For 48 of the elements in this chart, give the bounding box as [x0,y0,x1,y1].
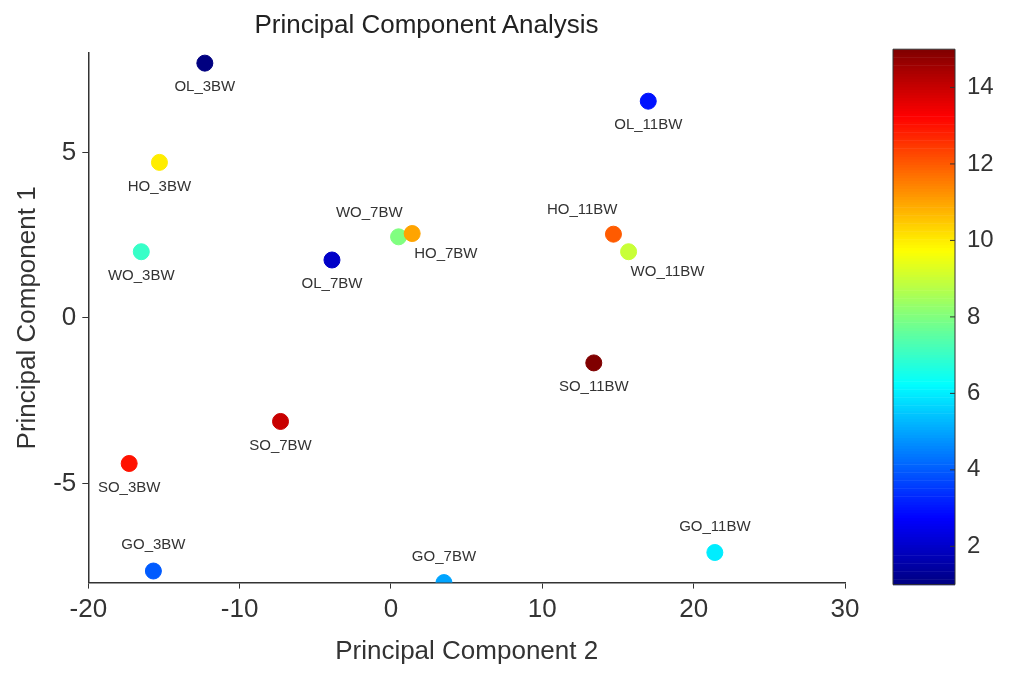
annotation: WO_3BW [107,265,176,283]
color-bar-label: 2 [967,530,981,558]
x-tick-label: 20 [679,593,709,624]
point [150,153,168,171]
chart-title: Principal Component Analysis [254,8,599,39]
x-tick-label: -20 [69,593,108,624]
annotation: OL_7BW [301,274,364,292]
y-tick-label: -5 [53,466,77,497]
x-tick-label: 0 [383,593,399,624]
annotation: SO_3BW [97,477,162,495]
annotation: HO_7BW [414,243,479,261]
color-bar-label: 4 [967,454,981,482]
annotation: OL_3BW [174,77,237,95]
color-bar-label: 14 [967,72,994,100]
color-bar-label: 12 [967,148,994,176]
annotation: SO_7BW [249,435,313,453]
annotation: GO_3BW [121,535,187,553]
point [706,543,724,561]
annotation: WO_11BW [630,261,706,279]
y-tick-label: 5 [61,135,77,166]
point [585,354,603,372]
x-tick-label: 10 [527,593,557,624]
color-bar-label: 8 [967,301,981,329]
y-axis-title: Principal Component 1 [10,186,41,450]
annotation: SO_11BW [558,377,630,395]
y-tick-label: 0 [61,301,77,332]
x-tick-label: -10 [220,593,259,624]
point [620,243,638,261]
point [144,562,162,580]
point [390,228,408,246]
point [272,412,290,430]
point [132,243,150,261]
x-axis-title: Principal Component 2 [335,634,599,665]
point [323,251,341,269]
annotation: WO_7BW [335,202,404,220]
point [604,225,622,243]
annotation: HO_3BW [127,176,192,194]
point [639,92,657,110]
x-tick-label: 30 [830,593,860,624]
point [196,54,214,72]
color-bar-label: 6 [967,378,981,406]
point [120,454,138,472]
point [403,225,421,243]
color-bar-label: 10 [967,225,994,253]
annotation: OL_11BW [614,115,684,133]
annotation: HO_11BW [546,200,619,218]
annotation: GO_11BW [679,516,752,534]
annotation: GO_7BW [411,546,477,564]
